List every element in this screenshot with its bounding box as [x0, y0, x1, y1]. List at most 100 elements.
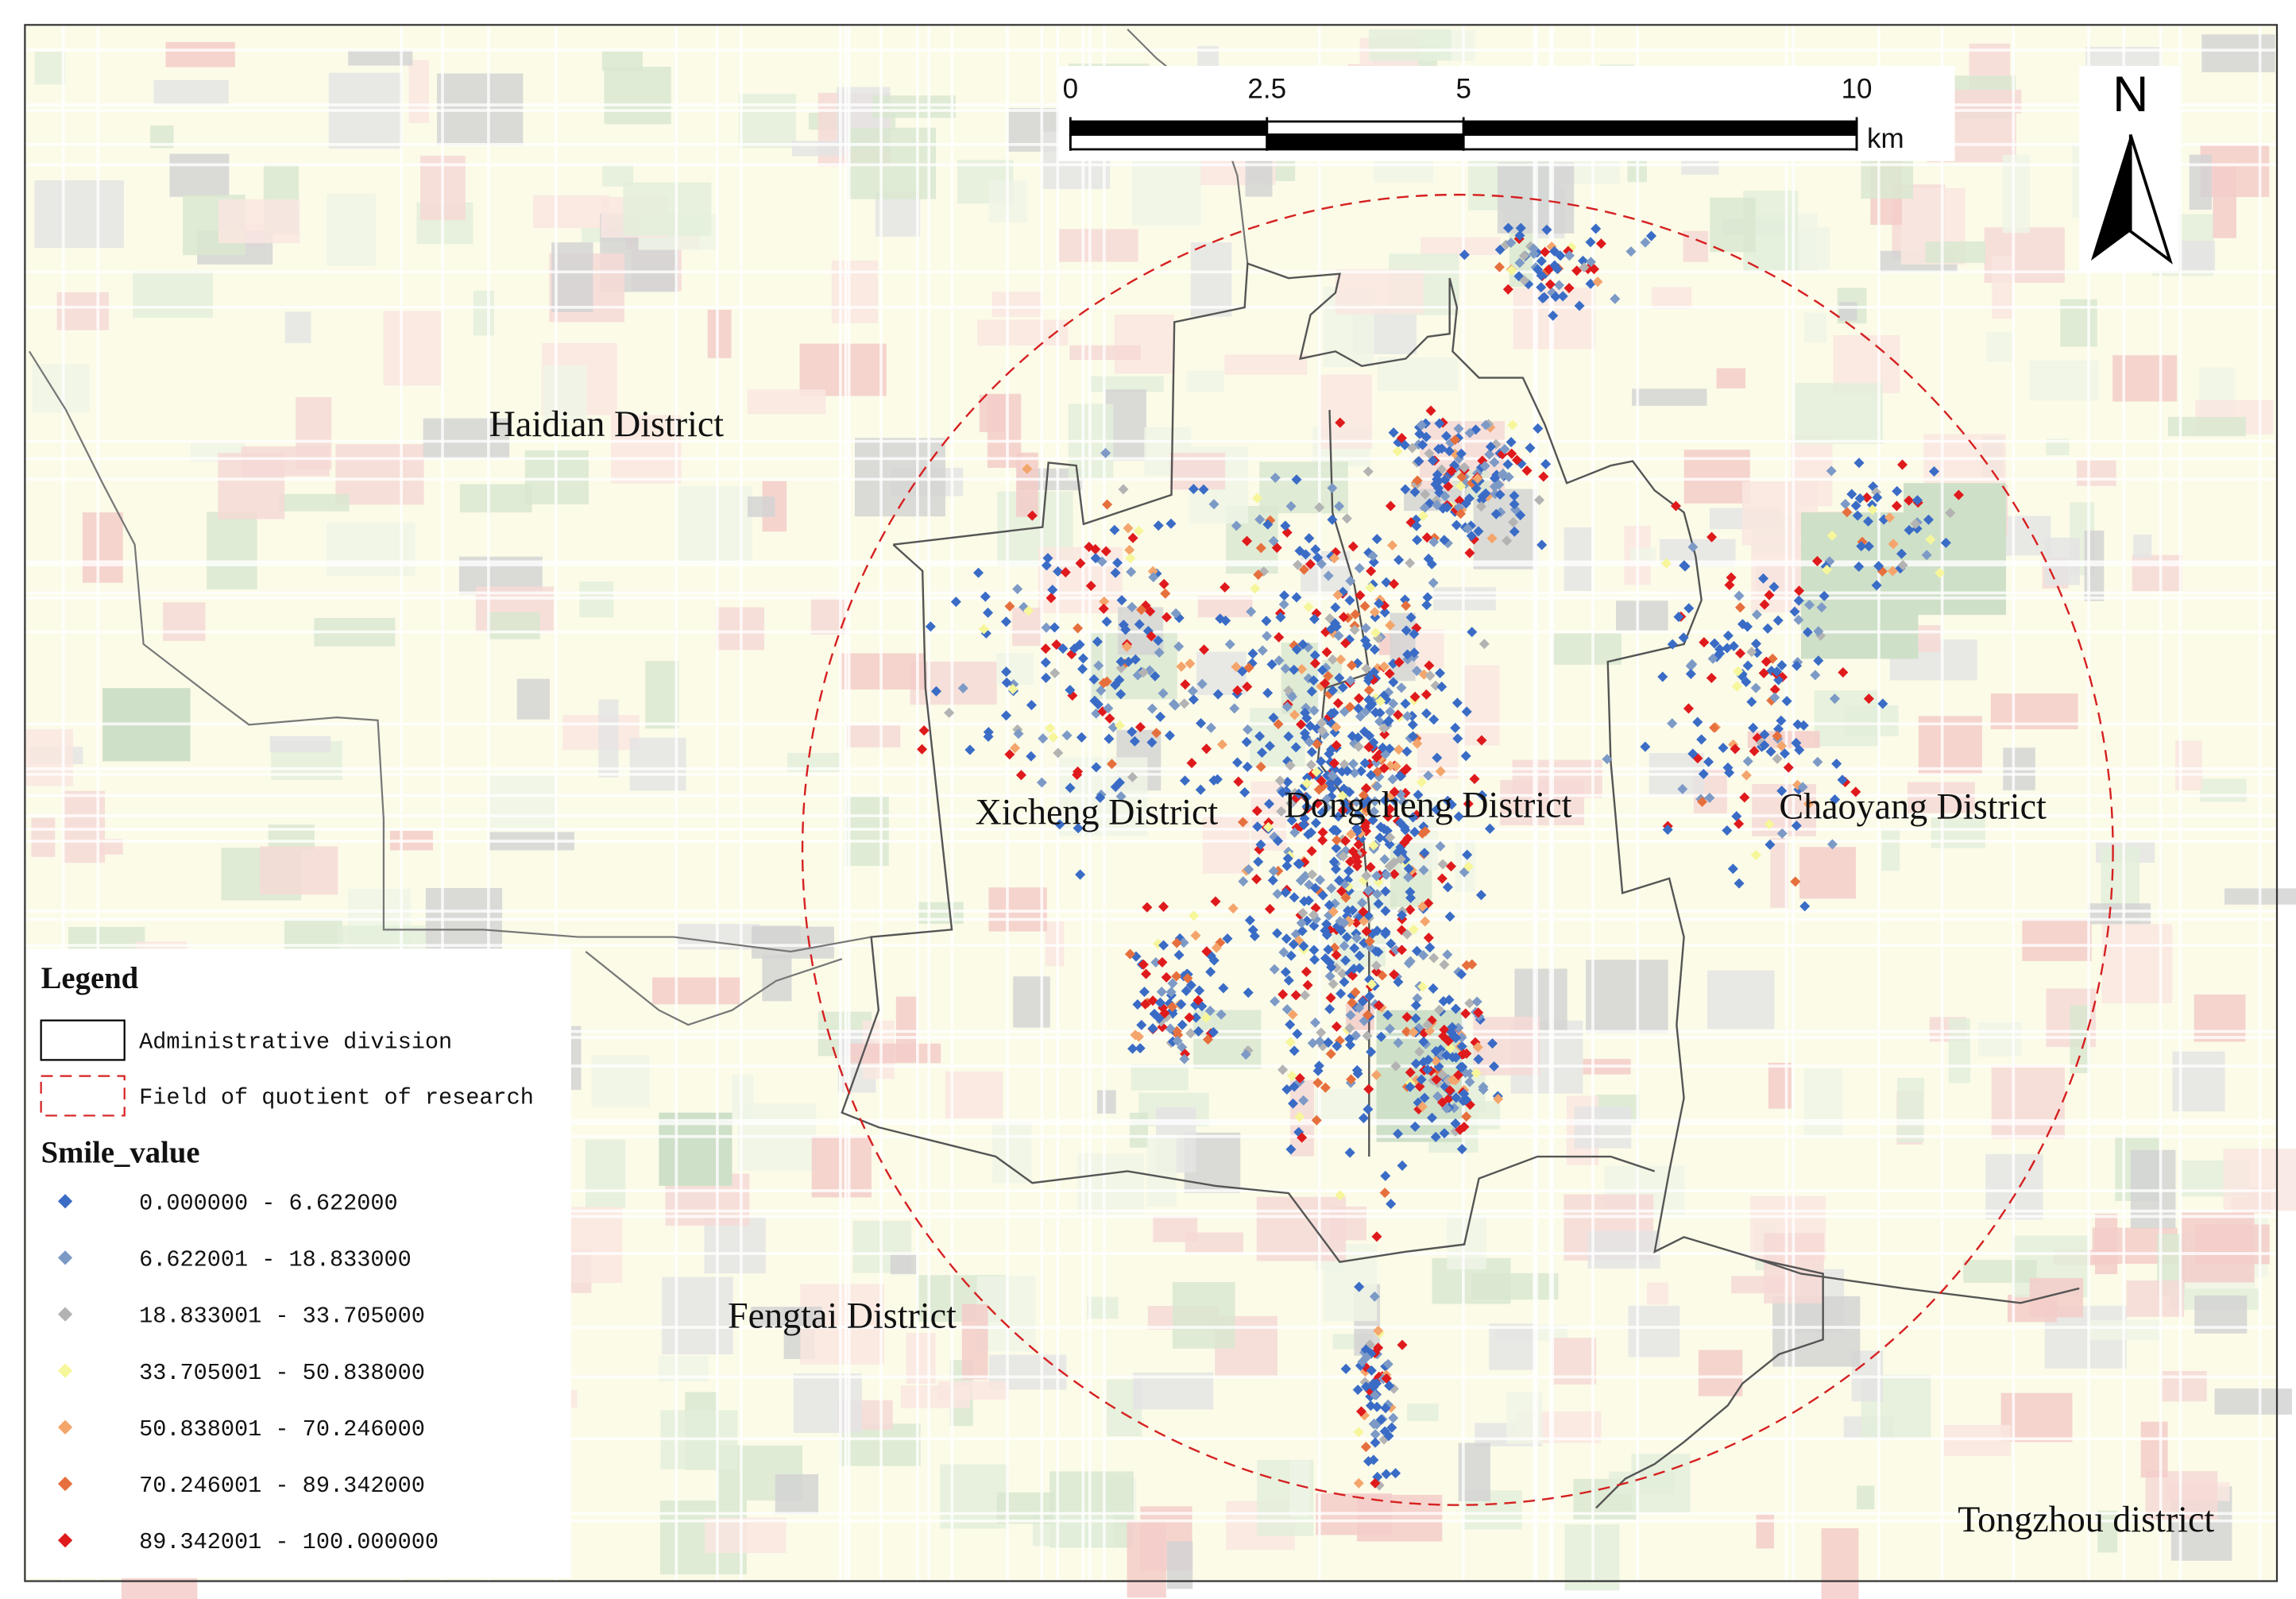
- scale-segment: [1266, 133, 1465, 151]
- sample-point: [1196, 717, 1207, 728]
- sample-point: [1291, 474, 1302, 485]
- land-block: [486, 612, 540, 639]
- legend-item: 89.342001 - 100.000000: [139, 1529, 439, 1555]
- sample-point: [1473, 1007, 1484, 1018]
- sample-point: [1285, 798, 1297, 809]
- legend-value-title: Smile_value: [41, 1136, 200, 1169]
- sample-point: [1104, 713, 1115, 724]
- land-block: [34, 180, 124, 249]
- sample-point: [1369, 644, 1380, 655]
- land-block: [1190, 242, 1232, 317]
- sample-point: [1026, 751, 1037, 762]
- sample-point: [1450, 1118, 1461, 1129]
- sample-point: [1789, 606, 1800, 617]
- sample-point: [1172, 1035, 1183, 1046]
- sample-point: [1251, 492, 1263, 504]
- land-block: [2200, 145, 2270, 198]
- land-block: [662, 1276, 733, 1354]
- sample-point: [1370, 1477, 1381, 1489]
- sample-point: [1272, 888, 1283, 899]
- sample-point: [1012, 583, 1023, 595]
- sample-point: [978, 624, 989, 635]
- sample-point: [1240, 1049, 1251, 1060]
- sample-point: [1347, 541, 1359, 552]
- sample-point: [1369, 607, 1380, 618]
- sample-point: [1396, 944, 1408, 956]
- sample-point: [1401, 746, 1413, 757]
- sample-point: [1388, 677, 1399, 688]
- sample-point: [1910, 519, 1921, 530]
- sample-point: [1442, 949, 1453, 960]
- scale-unit: km: [1867, 123, 1904, 154]
- sample-point: [1940, 537, 1951, 548]
- land-block: [996, 1492, 1054, 1524]
- land-block: [2029, 1277, 2084, 1318]
- sample-point: [1411, 666, 1422, 677]
- land-block: [1918, 716, 1982, 775]
- sample-point: [1792, 660, 1803, 671]
- sample-point: [1026, 510, 1038, 521]
- sample-point: [1772, 753, 1783, 764]
- sample-point: [1296, 917, 1307, 929]
- land-block: [2087, 903, 2151, 925]
- sample-point: [1392, 446, 1403, 457]
- sample-point: [1251, 805, 1262, 817]
- sample-point: [1065, 685, 1076, 696]
- land-block: [1185, 1232, 1244, 1253]
- sample-point: [1102, 499, 1113, 510]
- sample-point: [1299, 813, 1310, 824]
- sample-point: [1355, 589, 1366, 601]
- sample-point: [1316, 717, 1328, 728]
- sample-point: [1286, 815, 1297, 826]
- sample-point: [1461, 706, 1472, 717]
- sample-point: [1301, 778, 1312, 789]
- sample-point: [1408, 1027, 1419, 1038]
- sample-point: [1726, 572, 1737, 583]
- sample-point: [1385, 500, 1396, 512]
- sample-point: [1385, 832, 1396, 843]
- scale-bar: 0 2.5 5 10 km: [1058, 65, 1955, 161]
- sample-point: [1165, 987, 1177, 998]
- land-block: [1925, 241, 1986, 263]
- sample-point: [1338, 851, 1349, 862]
- sample-point: [1369, 1418, 1380, 1429]
- sample-point: [1312, 1065, 1324, 1076]
- sample-point: [1115, 689, 1127, 700]
- sample-point: [1072, 769, 1083, 780]
- sample-point: [1457, 1061, 1468, 1072]
- sample-point: [1274, 775, 1285, 786]
- sample-point: [1232, 685, 1243, 696]
- sample-point: [1001, 677, 1012, 688]
- sample-point: [1091, 762, 1102, 773]
- sample-point: [1165, 518, 1177, 529]
- land-block: [2132, 554, 2182, 592]
- sample-point: [1334, 875, 1345, 886]
- north-arrow-right: [2128, 134, 2173, 265]
- sample-point: [1467, 627, 1478, 638]
- sample-point: [1244, 915, 1255, 926]
- sample-point: [1222, 933, 1233, 944]
- sample-point: [1277, 787, 1288, 798]
- sample-point: [1306, 747, 1317, 758]
- sample-point: [1381, 577, 1392, 588]
- sample-point: [1781, 696, 1792, 707]
- sample-point: [1316, 756, 1327, 767]
- land-block: [278, 493, 350, 512]
- sample-point: [1281, 1004, 1293, 1015]
- sample-point: [1374, 716, 1386, 727]
- sample-point: [1046, 593, 1057, 604]
- sample-point: [1734, 590, 1745, 601]
- sample-point: [1262, 821, 1274, 832]
- land-block: [732, 1074, 754, 1125]
- scale-segment: [1069, 133, 1269, 151]
- land-block: [900, 1385, 970, 1408]
- sample-point: [1779, 748, 1791, 759]
- sample-point: [1353, 741, 1364, 752]
- district-label: Xicheng District: [976, 792, 1219, 832]
- sample-point: [1339, 976, 1350, 987]
- sample-point: [1444, 995, 1455, 1006]
- sample-point: [1464, 547, 1475, 558]
- sample-point: [1220, 581, 1231, 593]
- sample-point: [1381, 869, 1392, 880]
- sample-point: [1315, 875, 1326, 886]
